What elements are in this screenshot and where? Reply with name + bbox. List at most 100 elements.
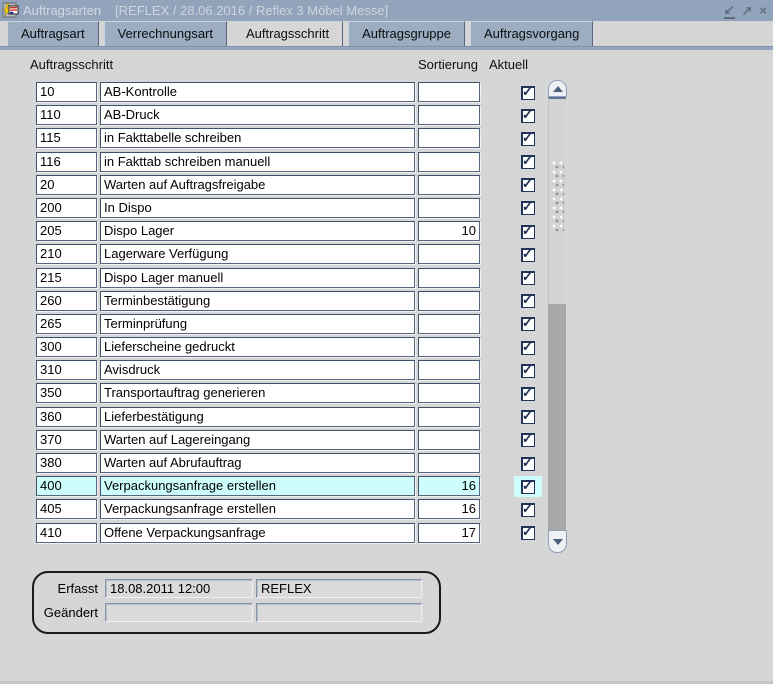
aktuell-checkbox[interactable]: ✓ [521,478,535,494]
step-code-field[interactable]: 310 [36,360,97,381]
step-description-field[interactable]: Dispo Lager manuell [100,267,415,288]
aktuell-checkbox[interactable]: ✓ [521,455,535,471]
step-description-field[interactable]: Lagerware Verfügung [100,244,415,265]
step-code-field[interactable]: 20 [36,174,97,195]
step-code-field[interactable]: 400 [36,476,97,497]
step-description-field[interactable]: Transportauftrag generieren [100,383,415,404]
aktuell-checkbox[interactable]: ✓ [521,130,535,146]
aktuell-checkbox[interactable]: ✓ [521,362,535,378]
step-sortierung-field[interactable] [418,360,480,381]
step-description-field[interactable]: Terminprüfung [100,313,415,334]
check-icon: ✓ [522,431,533,447]
aktuell-checkbox-cell: ✓ [514,337,542,358]
step-sortierung-field[interactable] [418,383,480,404]
step-sortierung-field[interactable] [418,267,480,288]
aktuell-checkbox[interactable]: ✓ [521,153,535,170]
step-code-field[interactable]: 215 [36,267,97,288]
step-sortierung-field[interactable] [418,406,480,427]
scroll-down-button[interactable] [548,530,567,553]
step-description-field[interactable]: Avisdruck [100,360,415,381]
aktuell-checkbox[interactable]: ✓ [521,246,535,262]
step-description-field[interactable]: Warten auf Lagereingang [100,429,415,450]
step-sortierung-field[interactable]: 16 [418,476,480,497]
step-sortierung-field[interactable] [418,197,480,218]
aktuell-checkbox[interactable]: ✓ [521,385,535,401]
step-code-field[interactable]: 265 [36,313,97,334]
step-code-field[interactable]: 350 [36,383,97,404]
step-code-field[interactable]: 210 [36,244,97,265]
step-sortierung-field[interactable]: 16 [418,499,480,520]
step-code-field[interactable]: 205 [36,221,97,242]
step-description-field[interactable]: Warten auf Auftragsfreigabe [100,174,415,195]
step-code-field[interactable]: 380 [36,453,97,473]
step-code-field[interactable]: 10 [36,82,97,102]
step-code-field[interactable]: 200 [36,197,97,218]
table-row: 360 Lieferbestätigung ✓ [0,406,773,430]
step-description-field[interactable]: Dispo Lager [100,221,415,242]
step-description-field[interactable]: Verpackungsanfrage erstellen [100,476,415,497]
step-description-field[interactable]: Lieferbestätigung [100,406,415,427]
aktuell-checkbox[interactable]: ✓ [521,223,535,239]
step-sortierung-field[interactable] [418,105,480,126]
aktuell-checkbox[interactable]: ✓ [521,501,535,517]
scrollbar-track[interactable] [548,304,566,530]
step-description-field[interactable]: Offene Verpackungsanfrage [100,522,415,543]
step-sortierung-field[interactable] [418,128,480,149]
aktuell-checkbox[interactable]: ✓ [521,292,535,309]
step-code-field[interactable]: 300 [36,337,97,358]
step-code-field[interactable]: 115 [36,128,97,149]
scrollbar-thumb[interactable] [548,97,566,306]
step-description-field[interactable]: AB-Druck [100,105,415,126]
step-description-field[interactable]: In Dispo [100,197,415,218]
step-sortierung-field[interactable] [418,82,480,102]
aktuell-checkbox[interactable]: ✓ [521,315,535,332]
aktuell-checkbox[interactable]: ✓ [521,199,535,216]
minimize-icon[interactable]: ↙ [723,1,735,19]
step-code-field[interactable]: 405 [36,499,97,520]
tab[interactable]: Verrechnungsart [103,21,227,47]
step-sortierung-field[interactable] [418,429,480,450]
close-icon[interactable]: × [759,2,767,18]
step-sortierung-field[interactable] [418,313,480,334]
step-sortierung-field[interactable] [418,290,480,311]
step-description-field[interactable]: Warten auf Abrufauftrag [100,453,415,473]
erfasst-user-field[interactable]: REFLEX [256,579,422,598]
geaendert-datetime-field[interactable] [105,603,253,622]
step-sortierung-field[interactable] [418,337,480,358]
step-sortierung-field[interactable] [418,453,480,473]
aktuell-checkbox[interactable]: ✓ [521,269,535,285]
aktuell-checkbox[interactable]: ✓ [521,107,535,123]
step-sortierung-field[interactable] [418,244,480,265]
erfasst-datetime-field[interactable]: 18.08.2011 12:00 [105,579,253,598]
tab[interactable]: Auftragsschritt [232,21,344,47]
step-sortierung-field[interactable] [418,174,480,195]
maximize-icon[interactable]: ↗ [741,2,753,18]
aktuell-checkbox[interactable]: ✓ [521,84,535,100]
step-sortierung-field[interactable]: 17 [418,522,480,543]
step-description-field[interactable]: in Fakttab schreiben manuell [100,151,415,172]
step-code-field[interactable]: 410 [36,522,97,543]
scroll-up-button[interactable] [548,80,567,97]
step-description-field[interactable]: Terminbestätigung [100,290,415,311]
aktuell-checkbox[interactable]: ✓ [521,339,535,355]
step-description-field[interactable]: AB-Kontrolle [100,82,415,102]
step-code-field[interactable]: 110 [36,105,97,126]
aktuell-checkbox[interactable]: ✓ [521,408,535,425]
step-sortierung-field[interactable] [418,151,480,172]
step-sortierung-field[interactable]: 10 [418,221,480,242]
window-bottom-edge [0,681,773,684]
aktuell-checkbox[interactable]: ✓ [521,431,535,448]
step-description-field[interactable]: Lieferscheine gedruckt [100,337,415,358]
tab[interactable]: Auftragsgruppe [348,21,465,47]
step-code-field[interactable]: 116 [36,151,97,172]
step-code-field[interactable]: 360 [36,406,97,427]
step-code-field[interactable]: 260 [36,290,97,311]
step-code-field[interactable]: 370 [36,429,97,450]
step-description-field[interactable]: Verpackungsanfrage erstellen [100,499,415,520]
step-description-field[interactable]: in Fakttabelle schreiben [100,128,415,149]
geaendert-user-field[interactable] [256,603,422,622]
tab[interactable]: Auftragsvorgang [470,21,594,47]
aktuell-checkbox[interactable]: ✓ [521,176,535,193]
tab[interactable]: Auftragsart [7,21,99,47]
aktuell-checkbox[interactable]: ✓ [521,524,535,541]
